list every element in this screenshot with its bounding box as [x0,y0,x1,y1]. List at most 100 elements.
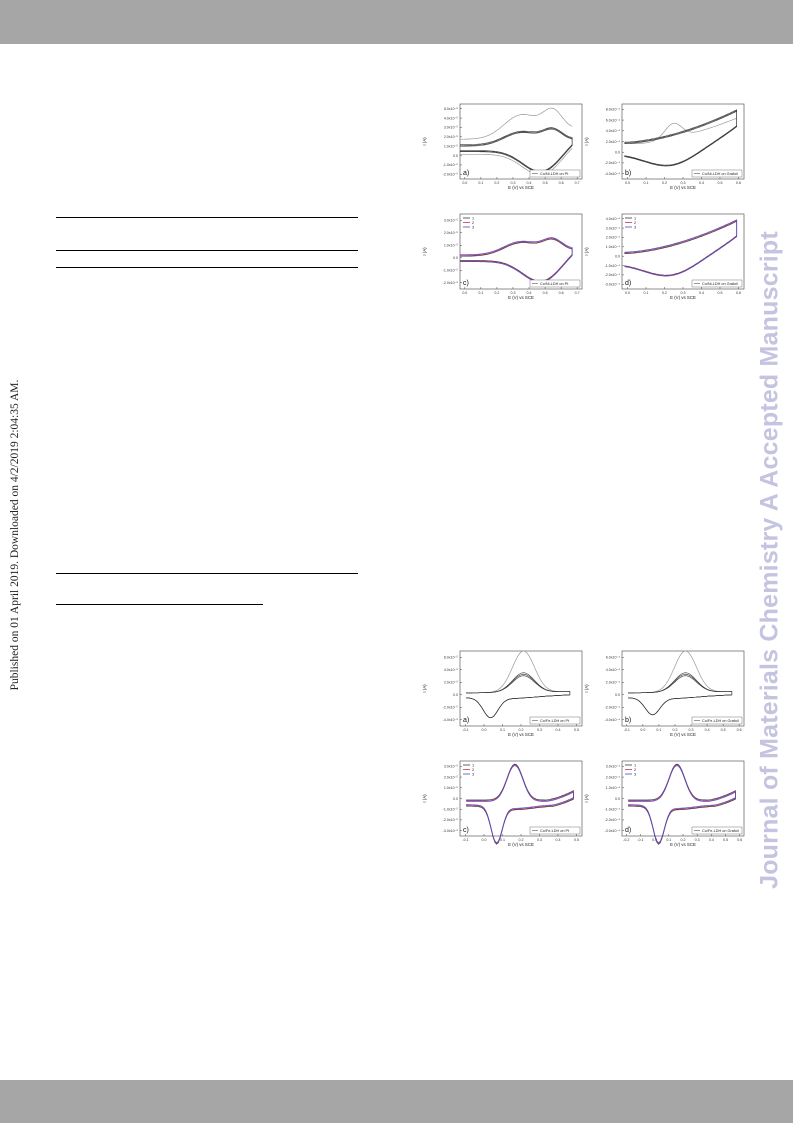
legend-cycle-label: 1 [472,763,474,767]
cv-plot: 6.0x10⁻⁴ 4.0x10⁻⁴ 2.0x10⁻⁴ 0.0 -2.0x10⁻⁴ -4.0… [584,650,745,737]
x-tick-label: 0.0 [462,181,467,185]
plot-frame [459,650,583,727]
cv-figure-panel: 6.0x10⁻⁵ 4.0x10⁻⁵ 2.0x10⁻⁵ 0.0 -2.0x10⁻⁵ -4.0… [420,645,590,748]
table-rule-bottom [56,267,358,268]
cv-figure-panel: 6.0x10⁻⁴ 4.0x10⁻⁴ 2.0x10⁻⁴ 0.0 -2.0x10⁻⁴ -4.0… [582,645,752,748]
y-tick-label: 3.0x10⁻⁵ [444,219,459,223]
cv-figure-panel: 3.0x10⁻⁴ 2.0x10⁻⁴ 1.0x10⁻⁴ 0.0 -1.0x10⁻⁴ -2.0… [582,755,752,858]
plot-frame [621,760,745,837]
cv-plot: 3.0x10⁻⁵ 2.0x10⁻⁵ 1.0x10⁻⁵ 0.0 -1.0x10⁻⁵ -2.0… [422,760,583,847]
y-tick-label: 3.0x10⁻⁵ [444,126,459,130]
legend-box [529,826,581,835]
x-tick-label: 0.5 [721,728,726,732]
x-tick-label: 0.4 [699,181,704,185]
y-tick-label: 0.0 [615,693,620,697]
cv-plot: 8.0x10⁻⁴ 6.0x10⁻⁴ 4.0x10⁻⁴ 2.0x10⁻⁴ 0.0 -2.0x… [584,103,745,190]
legend-box [691,169,743,178]
legend-box [691,716,743,725]
x-tick-label: 0.3 [537,728,542,732]
panel-letter: d) [625,280,631,287]
y-tick-label: 0.0 [615,254,620,258]
x-tick-label: 0.0 [625,291,630,295]
y-tick-label: 2.0x10⁻⁵ [444,775,459,779]
legend-cycle-label: 1 [634,216,636,220]
panel-letter: c) [463,280,469,287]
legend-box [691,826,743,835]
y-tick-label: 2.0x10⁻⁴ [606,681,621,685]
cv-plot: 4.0x10⁻⁴ 3.0x10⁻⁴ 2.0x10⁻⁴ 1.0x10⁻⁴ 0.0 -1.0x… [584,213,745,300]
cv-plot: 3.0x10⁻⁴ 2.0x10⁻⁴ 1.0x10⁻⁴ 0.0 -1.0x10⁻⁴ -2.0… [584,760,745,847]
x-tick-label: 0.1 [666,838,671,842]
panel-letter: b) [625,717,631,724]
cycle-curve [624,219,738,277]
legend-cycle-label: 2 [472,768,474,772]
x-tick-label: 0.0 [652,838,657,842]
x-tick-label: 0.0 [462,291,467,295]
y-tick-label: 4.0x10⁻⁴ [606,668,621,672]
cv-figure-panel: 4.0x10⁻⁴ 3.0x10⁻⁴ 2.0x10⁻⁴ 1.0x10⁻⁴ 0.0 -1.0x… [582,208,752,311]
panel-letter: a) [463,170,469,177]
x-tick-label: 0.1 [478,291,483,295]
x-tick-label: 0.0 [640,728,645,732]
y-tick-label: 0.0 [453,693,458,697]
x-tick-label: 0.5 [723,838,728,842]
y-tick-label: 2.0x10⁻⁴ [606,236,621,240]
y-tick-label: -4.0x10⁻⁴ [605,718,621,722]
x-tick-label: 0.2 [494,291,499,295]
x-tick-label: 0.7 [575,181,580,185]
x-tick-label: 0.3 [695,838,700,842]
cv-figure-panel: 5.0x10⁻⁵ 4.0x10⁻⁵ 3.0x10⁻⁵ 2.0x10⁻⁵ 1.0x10⁻⁵… [420,98,590,201]
x-tick-label: 0.4 [527,181,532,185]
x-tick-label: 0.5 [717,181,722,185]
x-tick-label: 0.4 [555,838,560,842]
x-tick-label: 0.5 [717,291,722,295]
publication-stamp: Published on 01 April 2019. Downloaded o… [9,379,21,691]
x-axis-label: E (V) vs SCE [670,295,696,300]
x-tick-label: 0.5 [543,291,548,295]
cv-plot: 6.0x10⁻⁵ 4.0x10⁻⁵ 2.0x10⁻⁵ 0.0 -2.0x10⁻⁵ -4.0… [422,650,583,737]
panel-letter: a) [463,717,469,724]
x-tick-label: 0.3 [681,181,686,185]
x-tick-label: 0.6 [736,291,741,295]
x-tick-label: -0.1 [462,838,468,842]
y-tick-label: -2.0x10⁻⁴ [605,818,621,822]
y-tick-label: 6.0x10⁻⁴ [606,656,621,660]
y-axis-label: I (A) [422,794,427,803]
y-tick-label: -3.0x10⁻⁴ [605,829,621,833]
legend-box [529,169,581,178]
first-scan-curve [460,147,573,176]
y-tick-label: 1.0x10⁻⁵ [444,244,459,248]
y-tick-label: 1.0x10⁻⁵ [444,144,459,148]
x-tick-label: 0.6 [737,728,742,732]
x-tick-label: 0.3 [689,728,694,732]
y-tick-label: 4.0x10⁻⁵ [444,668,459,672]
x-tick-label: 0.4 [705,728,710,732]
plot-frame [459,760,583,837]
x-tick-label: 0.2 [519,728,524,732]
x-tick-label: -0.1 [637,838,643,842]
x-tick-label: 0.2 [672,728,677,732]
y-tick-label: 5.0x10⁻⁵ [444,107,459,111]
footnote-rule [56,573,358,574]
y-axis-label: I (A) [422,247,427,256]
y-tick-label: 0.0 [453,154,458,158]
x-tick-label: -0.1 [462,728,468,732]
x-tick-label: 0.1 [500,728,505,732]
x-tick-label: 0.4 [699,291,704,295]
legend-cycle-label: 1 [634,763,636,767]
y-tick-label: -4.0x10⁻⁵ [443,718,459,722]
y-axis-label: I (A) [422,137,427,146]
y-tick-label: 2.0x10⁻⁴ [606,140,621,144]
y-tick-label: -3.0x10⁻⁵ [443,829,459,833]
panel-letter: d) [625,827,631,834]
y-axis-label: I (A) [584,137,589,146]
y-tick-label: -2.0x10⁻⁵ [443,818,459,822]
legend-label: Co/Fe-LDH on Grafoil [702,829,739,833]
y-tick-label: -4.0x10⁻⁴ [605,172,621,176]
legend-label: Co/Ni-LDH on Pt [540,282,569,286]
cycle-curve [466,672,571,719]
y-axis-label: I (A) [584,794,589,803]
x-tick-label: 0.3 [510,181,515,185]
footnote-rule-short [56,604,263,605]
legend-cycle-label: 2 [634,221,636,225]
